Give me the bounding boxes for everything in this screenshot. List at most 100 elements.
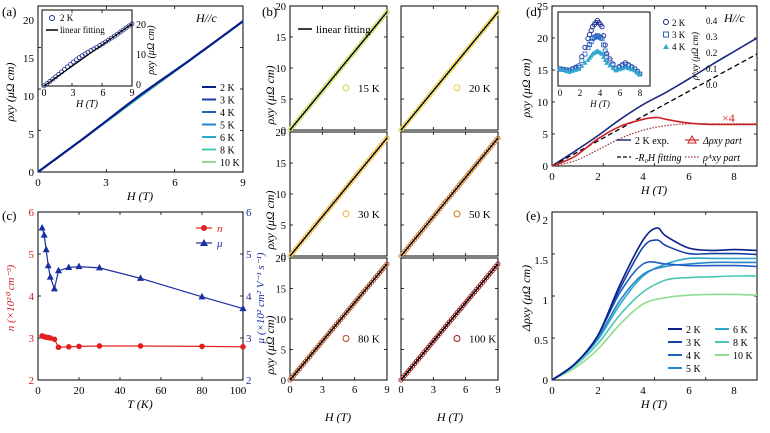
legend-label: 4 K [686, 351, 702, 362]
data-point-4k [604, 60, 610, 65]
panel-c-ylabel-right: μ (×10² cm² V⁻¹ s⁻¹) [255, 252, 267, 344]
inset-ylabel: ρᴬxy (μΩ cm) [690, 32, 700, 81]
panel-a-condition: H//c [195, 11, 217, 25]
x-tick: 4 [640, 385, 646, 397]
x-tick: 6 [463, 385, 468, 396]
inset-legend-fit: linear fitting [60, 25, 105, 35]
data-point-4k [563, 68, 569, 73]
curve-2-K-exp. [551, 37, 758, 167]
x-tick: 60 [156, 385, 168, 397]
data-point-mu [50, 284, 58, 292]
data-point [495, 261, 501, 267]
data-point-3k [602, 48, 608, 54]
curve-10-K [551, 293, 758, 381]
data-point-4k [599, 51, 605, 56]
data-point-n [96, 343, 103, 349]
inset-y-tick: 0.3 [706, 32, 718, 42]
panel-d: (d) H//c ×4 0 5 10 15 20 25 0 2 4 6 8 H … [519, 1, 758, 197]
panel-d-condition: H//c [723, 11, 745, 25]
data-point-4k [622, 64, 628, 70]
fit-line [400, 11, 499, 131]
y-tick: 4 [29, 291, 35, 303]
curve-8-K [551, 275, 758, 381]
panel-a-ylabel: ρxy (μΩ cm) [3, 62, 17, 122]
legend-marker [49, 15, 55, 21]
panel-b-xlabel: H (T) [324, 410, 351, 424]
data-point-3k [588, 39, 594, 44]
x-tick: 40 [115, 385, 127, 397]
y-tick: 0 [281, 252, 286, 263]
inset-xlabel: H (T) [75, 99, 99, 110]
y-tick: 1 [543, 295, 549, 307]
inset-x-tick: 8 [638, 88, 643, 98]
inset-legend-2k: 2 K [672, 18, 686, 28]
data-point-3k [582, 51, 588, 57]
data-point-n [51, 336, 58, 343]
data-point-mu [137, 274, 144, 281]
data-point-mu [96, 263, 103, 271]
fit-line [289, 11, 388, 131]
temperature-label: 30 K [358, 209, 380, 221]
inset-y-tick: 0.4 [706, 16, 718, 26]
legend-label: 3 K [220, 96, 236, 107]
y-tick: 2 [29, 375, 35, 387]
x-tick: 0 [398, 385, 403, 396]
y-tick: 25 [537, 1, 549, 13]
legend-label: 4 K [220, 108, 236, 119]
x-tick: 3 [103, 177, 109, 189]
panel-b-xlabel: H (T) [436, 410, 463, 424]
panel-c-data [37, 211, 247, 381]
inset-x-tick: 4 [598, 88, 603, 98]
data-point [129, 21, 135, 27]
legend-label: 2 K [220, 83, 236, 94]
legend-marker [687, 134, 697, 144]
fit-line [400, 137, 499, 257]
panel-c-xlabel: T (K) [127, 397, 152, 411]
panel-a-inset [41, 9, 133, 87]
x-tick: 6 [686, 385, 692, 397]
data-point-3k [587, 42, 592, 48]
y-tick: 15 [276, 159, 287, 170]
fit-line [289, 137, 388, 257]
y-tick: 10 [276, 64, 287, 75]
inset-y-tick: 0.1 [706, 64, 717, 74]
data-point [47, 79, 53, 84]
panel-e-label: (e) [526, 208, 540, 223]
legend-label: 6 K [220, 133, 236, 144]
curve-2-K [551, 227, 758, 381]
y-tick: 20 [276, 2, 287, 13]
legend-marker [342, 335, 350, 343]
panel-a-label: (a) [2, 4, 16, 19]
y-tick: 5 [281, 346, 286, 357]
data-point-2k [582, 44, 588, 51]
x-tick: 3 [431, 385, 436, 396]
y-tick: 2 [543, 215, 549, 227]
panel-d-ylabel: ρxy (μΩ cm) [519, 58, 533, 118]
x-tick: 4 [640, 171, 646, 183]
y-tick: 15 [537, 65, 549, 77]
x-tick: 6 [172, 177, 178, 189]
x-tick: 20 [74, 385, 86, 397]
y-tick: 20 [537, 33, 549, 45]
temperature-label: 15 K [358, 83, 380, 95]
temperature-label: 20 K [469, 83, 491, 95]
inset-y-tick: 0 [136, 80, 141, 91]
data-point-3k [607, 58, 613, 64]
data-point [384, 261, 390, 267]
x-tick: 8 [731, 171, 737, 183]
y-tick: 4 [246, 291, 252, 303]
legend-delta: Δρxy part [702, 136, 742, 147]
data-point-n [199, 343, 205, 350]
y-tick: 0 [281, 126, 286, 137]
panel-d-xlabel: H (T) [640, 183, 667, 197]
inset-x-tick: 3 [71, 88, 76, 99]
data-point-4k [582, 60, 588, 65]
series-line-μ [41, 227, 244, 310]
panel-d-inset [557, 11, 651, 87]
panel-e-curves [551, 211, 758, 381]
data-point-3k [599, 36, 605, 42]
panel-d-inset-data [557, 17, 643, 77]
inset-y-tick: 0.0 [706, 80, 718, 90]
data-point-3k [593, 34, 599, 40]
x-tick: 8 [731, 385, 737, 397]
